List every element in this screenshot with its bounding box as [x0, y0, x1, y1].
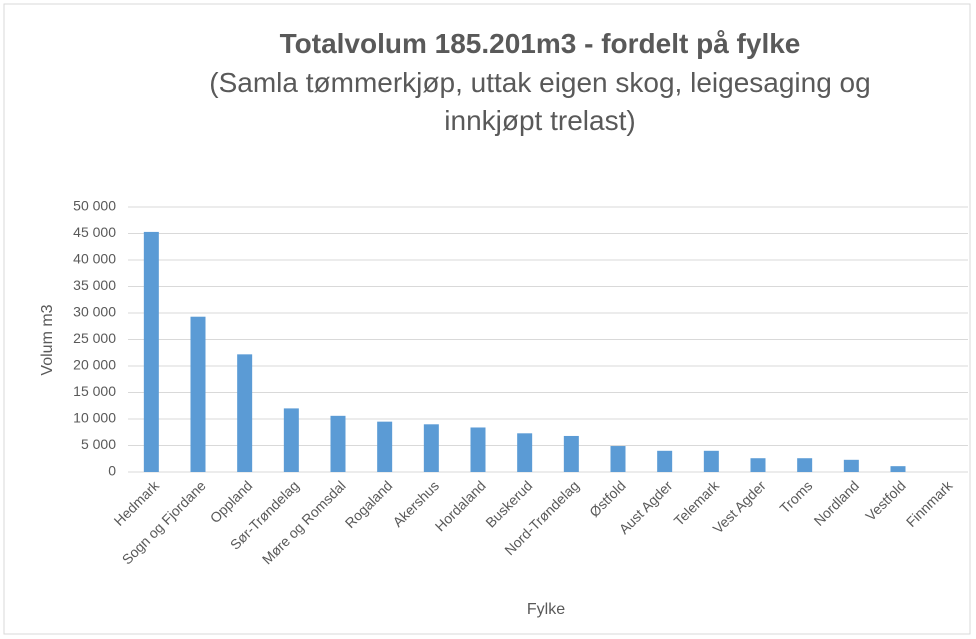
bar: [517, 433, 533, 472]
x-axis-title: Fylke: [527, 601, 565, 618]
chart-title: Totalvolum 185.201m3 - fordelt på fylke: [279, 28, 801, 59]
bar: [143, 231, 159, 472]
y-tick-label: 25 000: [73, 330, 116, 346]
bar: [610, 446, 626, 472]
bar: [797, 458, 813, 472]
x-tick-label: Hordaland: [432, 477, 489, 534]
x-tick-label: Vestfold: [862, 477, 909, 524]
x-tick-label: Troms: [776, 477, 815, 516]
bar: [283, 408, 299, 472]
bar: [377, 421, 393, 472]
y-tick-label: 35 000: [73, 277, 116, 293]
titles: Totalvolum 185.201m3 - fordelt på fylke …: [150, 24, 930, 140]
bar: [190, 316, 206, 472]
x-tick-label: Nordland: [811, 477, 862, 528]
bar: [843, 459, 859, 472]
bar: [330, 415, 346, 472]
chart-border: [3, 3, 971, 635]
bar: [750, 458, 766, 472]
bar: [657, 450, 673, 472]
bar: [563, 435, 579, 472]
x-tick-label: Sogn og Fjordane: [119, 477, 209, 567]
y-tick-label: 50 000: [73, 198, 116, 214]
y-tick-label: 20 000: [73, 357, 116, 373]
y-axis-title: Volum m3: [39, 304, 56, 375]
bar: [703, 450, 719, 472]
bar: [237, 354, 253, 472]
y-tick-label: 40 000: [73, 251, 116, 267]
y-tick-label: 10 000: [73, 410, 116, 426]
bar: [423, 424, 439, 472]
x-tick-label: Møre og Romsdal: [259, 477, 349, 567]
y-tick-label: 0: [108, 463, 116, 479]
x-tick-label: Rogaland: [342, 477, 396, 531]
y-tick-label: 5 000: [81, 436, 116, 452]
bar: [470, 427, 486, 472]
x-tick-label: Finnmark: [903, 477, 956, 530]
bar: [890, 466, 906, 472]
x-tick-label: Østfold: [586, 477, 629, 520]
y-tick-label: 30 000: [73, 304, 116, 320]
y-tick-label: 15 000: [73, 383, 116, 399]
y-tick-label: 45 000: [73, 224, 116, 240]
chart-subtitle: (Samla tømmerkjøp, uttak eigen skog, lei…: [209, 67, 871, 136]
